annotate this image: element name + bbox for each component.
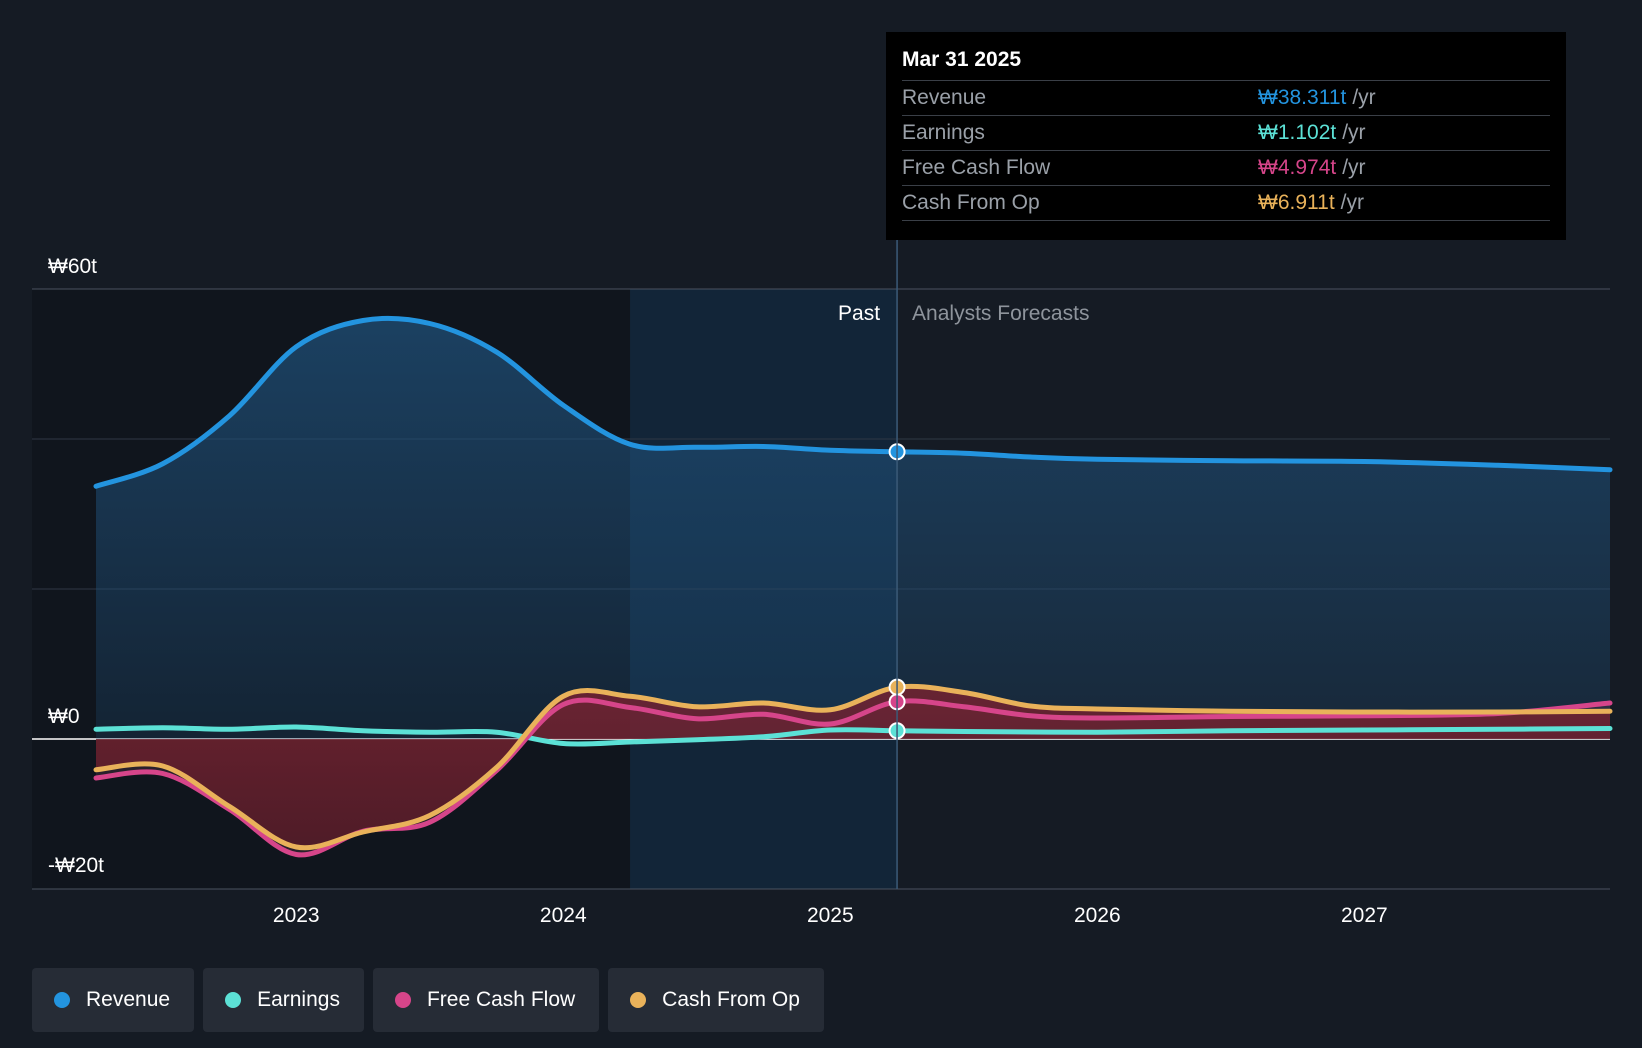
axis-labels: ₩60t ₩0 -₩20t 2023 2024 2025 2026 2027 Past Analy… [48, 255, 1388, 927]
tooltip-row-value: ₩1.102t [1258, 121, 1337, 144]
revenue-line [93, 315, 1613, 489]
x-tick-label: 2026 [1074, 904, 1121, 927]
legend-item-earnings[interactable]: Earnings [203, 968, 364, 1032]
x-tick-label: 2023 [273, 904, 320, 927]
legend-label: Earnings [257, 988, 340, 1011]
tooltip-row: Revenue ₩38.311t/yr [902, 80, 1550, 115]
y-label-bottom: -₩20t [48, 854, 104, 877]
x-tick-label: 2027 [1341, 904, 1388, 927]
tooltip-row-label: Earnings [902, 121, 985, 144]
legend-dot-icon [394, 992, 411, 1008]
cash-from-op-area [96, 686, 1610, 848]
tooltip-row-unit: /yr [1342, 156, 1366, 179]
tooltip-rows: Revenue ₩38.311t/yr Earnings ₩1.102t/yr Free… [902, 80, 1550, 221]
legend-item-revenue[interactable]: Revenue [32, 968, 195, 1032]
tooltip-row-value: ₩4.974t [1258, 156, 1337, 179]
legend-dot-icon [630, 992, 647, 1008]
legend-dot-icon [225, 992, 242, 1008]
tooltip-row: Free Cash Flow ₩4.974t/yr [902, 150, 1550, 185]
y-label-top: ₩60t [48, 255, 97, 278]
series-lines [93, 315, 1613, 858]
tooltip-row-unit: /yr [1342, 121, 1366, 144]
tooltip-row-unit: /yr [1340, 191, 1364, 214]
tooltip-row-label: Cash From Op [902, 191, 1040, 214]
tooltip-row: Earnings ₩1.102t/yr [902, 115, 1550, 150]
legend-dot-icon [54, 992, 70, 1008]
series-areas [96, 318, 1610, 855]
cash-from-op-line [93, 683, 1613, 851]
legend: Revenue Earnings Free Cash Flow Cash From O… [32, 968, 824, 1032]
tooltip-row: Cash From Op ₩6.911t/yr [902, 185, 1550, 221]
legend-label: Cash From Op [662, 988, 800, 1011]
y-label-zero: ₩0 [48, 705, 80, 728]
tooltip: Mar 31 2025 Revenue ₩38.311t/yr Earnings ₩1… [886, 32, 1566, 240]
tooltip-date: Mar 31 2025 [902, 48, 1022, 71]
tooltip-row-label: Revenue [902, 86, 987, 109]
legend-label: Free Cash Flow [426, 988, 576, 1011]
forecast-label: Analysts Forecasts [912, 302, 1089, 325]
tooltip-row-value: ₩6.911t [1258, 191, 1335, 214]
tooltip-row-label: Free Cash Flow [902, 156, 1051, 179]
x-tick-label: 2024 [540, 904, 587, 927]
x-tick-label: 2025 [807, 904, 854, 927]
tooltip-row-unit: /yr [1352, 86, 1376, 109]
legend-item-free-cash-flow[interactable]: Free Cash Flow [372, 968, 600, 1032]
revenue-area [96, 318, 1610, 739]
free-cash-flow-line [93, 697, 1613, 858]
past-label: Past [838, 302, 880, 325]
legend-item-cash-from-op[interactable]: Cash From Op [608, 968, 824, 1032]
earnings-line [93, 724, 1613, 747]
legend-label: Revenue [86, 988, 171, 1011]
tooltip-row-value: ₩38.311t [1258, 86, 1347, 109]
